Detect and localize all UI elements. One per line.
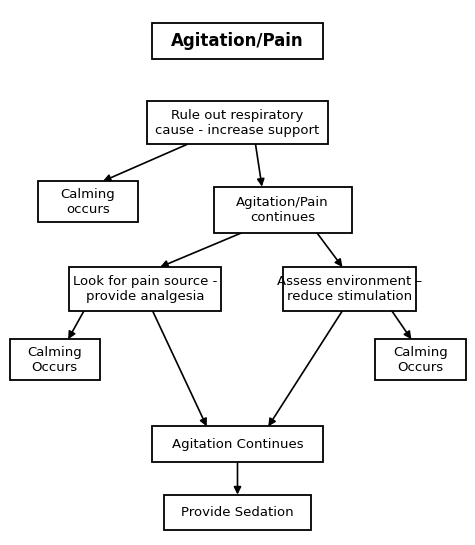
Text: Rule out respiratory
cause - increase support: Rule out respiratory cause - increase su…: [155, 108, 320, 137]
Text: Provide Sedation: Provide Sedation: [181, 506, 294, 519]
FancyBboxPatch shape: [10, 339, 100, 380]
FancyBboxPatch shape: [69, 267, 221, 311]
Text: Agitation/Pain: Agitation/Pain: [171, 32, 304, 50]
Text: Calming
Occurs: Calming Occurs: [393, 346, 448, 374]
FancyBboxPatch shape: [152, 23, 323, 58]
FancyBboxPatch shape: [214, 186, 352, 233]
FancyBboxPatch shape: [375, 339, 466, 380]
FancyBboxPatch shape: [147, 101, 328, 144]
Text: Calming
occurs: Calming occurs: [60, 187, 115, 216]
FancyBboxPatch shape: [164, 495, 311, 530]
Text: Look for pain source -
provide analgesia: Look for pain source - provide analgesia: [73, 275, 217, 303]
FancyBboxPatch shape: [152, 426, 323, 462]
Text: Assess environment –
reduce stimulation: Assess environment – reduce stimulation: [276, 275, 422, 303]
Text: Calming
Occurs: Calming Occurs: [27, 346, 82, 374]
FancyBboxPatch shape: [283, 267, 416, 311]
Text: Agitation Continues: Agitation Continues: [171, 438, 304, 451]
Text: Agitation/Pain
continues: Agitation/Pain continues: [237, 196, 329, 224]
FancyBboxPatch shape: [38, 181, 138, 222]
